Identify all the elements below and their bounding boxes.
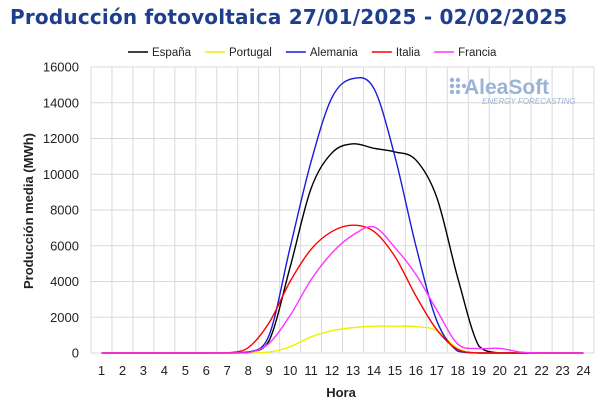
x-tick-label: 10 xyxy=(283,363,297,378)
y-axis-label: Producción media (MWh) xyxy=(21,133,36,289)
aleasoft-watermark: AleaSoft ENERGY FORECASTING xyxy=(449,76,576,106)
y-tick-label: 0 xyxy=(72,346,79,361)
x-tick-label: 4 xyxy=(161,363,168,378)
y-tick-label: 14000 xyxy=(43,95,79,110)
logo-dot xyxy=(455,89,461,95)
y-tick-label: 2000 xyxy=(50,310,79,325)
y-axis-ticks: 0 2000 4000 6000 8000 10000 12000 14000 16000 xyxy=(43,60,79,361)
legend-label: Alemania xyxy=(310,47,359,59)
x-tick-label: 9 xyxy=(266,363,273,378)
x-tick-label: 5 xyxy=(182,363,189,378)
chart-title: Producción fotovoltaica 27/01/2025 - 02/… xyxy=(10,5,568,29)
x-tick-label: 17 xyxy=(430,363,444,378)
aleasoft-logo-icon xyxy=(449,77,467,95)
x-tick-label: 13 xyxy=(346,363,360,378)
x-axis-ticks: 1 2 3 4 5 6 7 8 9 10 11 12 13 14 15 16 17 18 19 20 21 22 23 24 xyxy=(98,363,591,378)
y-tick-label: 10000 xyxy=(43,167,79,182)
watermark-brand: AleaSoft xyxy=(464,76,549,99)
x-tick-label: 23 xyxy=(555,363,569,378)
legend-label: España xyxy=(152,47,192,59)
x-tick-label: 14 xyxy=(367,363,381,378)
x-tick-label: 22 xyxy=(534,363,548,378)
legend: España Portugal Alemania Italia Francia xyxy=(128,47,497,59)
x-tick-label: 11 xyxy=(304,363,318,378)
x-tick-label: 12 xyxy=(325,363,339,378)
legend-label: Portugal xyxy=(229,47,272,59)
x-tick-label: 7 xyxy=(224,363,231,378)
x-tick-label: 20 xyxy=(492,363,506,378)
logo-dot xyxy=(449,77,455,83)
y-tick-label: 6000 xyxy=(50,238,79,253)
x-tick-label: 24 xyxy=(576,363,590,378)
series-lines xyxy=(101,76,584,354)
y-tick-label: 16000 xyxy=(43,60,79,75)
y-tick-label: 8000 xyxy=(50,203,79,218)
logo-dot xyxy=(455,77,461,83)
x-tick-label: 15 xyxy=(388,363,402,378)
x-tick-label: 21 xyxy=(513,363,527,378)
gridlines xyxy=(90,66,595,354)
logo-dot xyxy=(455,83,461,89)
legend-label: Italia xyxy=(396,47,421,59)
x-tick-label: 6 xyxy=(203,363,210,378)
series-line-francia xyxy=(101,225,584,354)
logo-dot xyxy=(461,83,467,89)
x-tick-label: 16 xyxy=(409,363,423,378)
y-tick-label: 4000 xyxy=(50,274,79,289)
x-tick-label: 19 xyxy=(471,363,485,378)
logo-dot xyxy=(449,83,455,89)
x-tick-label: 8 xyxy=(245,363,252,378)
x-tick-label: 2 xyxy=(119,363,126,378)
x-tick-label: 18 xyxy=(451,363,465,378)
x-axis-label: Hora xyxy=(326,385,356,400)
logo-dot xyxy=(449,89,455,95)
watermark-tagline: ENERGY FORECASTING xyxy=(482,97,576,106)
legend-label: Francia xyxy=(458,47,497,59)
x-tick-label: 3 xyxy=(140,363,147,378)
y-tick-label: 12000 xyxy=(43,131,79,146)
x-tick-label: 1 xyxy=(98,363,105,378)
